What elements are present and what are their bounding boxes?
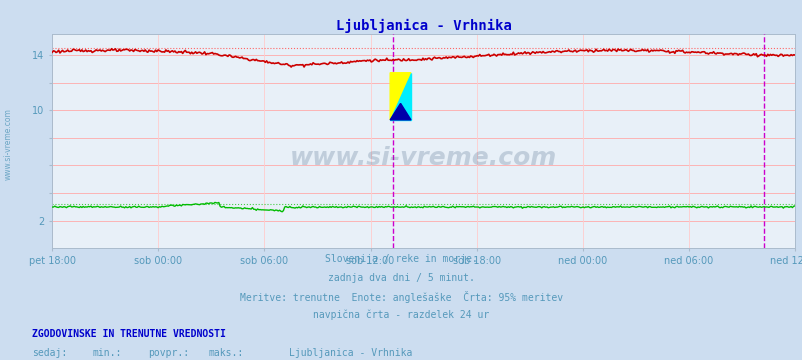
Text: zadnja dva dni / 5 minut.: zadnja dva dni / 5 minut.: [328, 273, 474, 283]
Text: Meritve: trenutne  Enote: anglešaške  Črta: 95% meritev: Meritve: trenutne Enote: anglešaške Črta…: [240, 291, 562, 303]
Text: www.si-vreme.com: www.si-vreme.com: [3, 108, 13, 180]
Polygon shape: [390, 103, 411, 120]
Polygon shape: [390, 73, 411, 120]
Text: min.:: min.:: [92, 348, 122, 358]
Text: www.si-vreme.com: www.si-vreme.com: [290, 147, 557, 170]
Text: povpr.:: povpr.:: [148, 348, 189, 358]
Text: Ljubljanica - Vrhnika: Ljubljanica - Vrhnika: [289, 348, 412, 358]
Text: ZGODOVINSKE IN TRENUTNE VREDNOSTI: ZGODOVINSKE IN TRENUTNE VREDNOSTI: [32, 329, 225, 339]
Text: sedaj:: sedaj:: [32, 348, 67, 358]
Title: Ljubljanica - Vrhnika: Ljubljanica - Vrhnika: [335, 19, 511, 33]
Text: Slovenija / reke in morje.: Slovenija / reke in morje.: [325, 254, 477, 264]
Text: navpična črta - razdelek 24 ur: navpična črta - razdelek 24 ur: [313, 310, 489, 320]
Text: maks.:: maks.:: [209, 348, 244, 358]
Polygon shape: [390, 73, 411, 120]
